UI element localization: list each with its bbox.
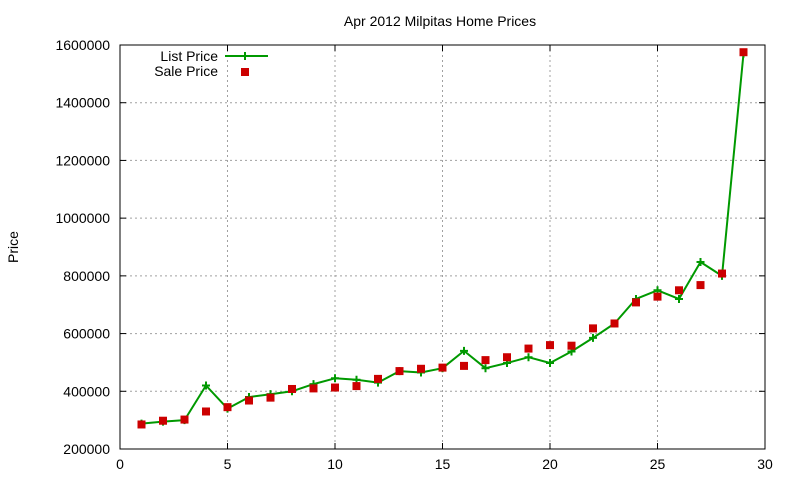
sale-price-point <box>567 341 576 350</box>
y-tick-label: 400000 <box>63 383 110 399</box>
chart-title: Apr 2012 Milpitas Home Prices <box>344 13 536 29</box>
sale-price-point <box>718 269 726 278</box>
sale-price-point <box>288 384 296 393</box>
sale-price-point <box>395 367 404 376</box>
x-tick-label: 10 <box>327 456 343 472</box>
list-price-point <box>589 333 597 342</box>
legend-marker-sale-price <box>241 68 249 76</box>
sale-price-point <box>159 416 167 425</box>
grid <box>120 45 765 449</box>
y-axis-label: Price <box>5 231 21 263</box>
axis-ticks: 0 5 10 15 20 25 30 200000 400000 600000 800000 1000… <box>55 37 773 472</box>
list-price-point <box>524 353 533 362</box>
sale-price-point <box>739 48 748 57</box>
sale-price-point <box>503 353 511 362</box>
sale-price-point <box>180 415 189 424</box>
y-tick-label: 1400000 <box>55 95 110 111</box>
list-price-point <box>696 258 705 267</box>
list-price-point <box>675 294 683 303</box>
sale-price-point <box>610 319 619 328</box>
y-tick-label: 1600000 <box>55 37 110 53</box>
sale-price-point <box>202 407 210 416</box>
sale-price-point <box>137 420 146 429</box>
sale-price-point <box>223 403 232 412</box>
sale-price-point <box>266 393 275 402</box>
list-price-point <box>202 381 210 390</box>
series-layer <box>137 48 748 429</box>
sale-price-point <box>524 344 533 353</box>
sale-price-point <box>675 286 683 295</box>
sale-price-point <box>632 298 640 307</box>
sale-price-point <box>696 281 705 290</box>
sale-price-point <box>331 383 339 392</box>
y-tick-label: 1000000 <box>55 210 110 226</box>
list-price-point <box>481 364 490 373</box>
sale-price-point <box>589 324 597 333</box>
list-price-point <box>546 359 554 368</box>
legend-label-list-price: List Price <box>160 48 218 64</box>
x-tick-label: 30 <box>757 456 773 472</box>
y-tick-label: 800000 <box>63 268 110 284</box>
x-tick-label: 15 <box>435 456 451 472</box>
sale-price-point <box>309 384 318 393</box>
list-price-point <box>331 374 339 383</box>
sale-price-point <box>374 374 382 383</box>
legend-label-sale-price: Sale Price <box>154 63 218 79</box>
sale-price-point <box>460 361 468 370</box>
legend-marker-list-price <box>241 52 249 60</box>
sale-price-point <box>438 363 447 372</box>
legend: List Price Sale Price <box>154 48 268 79</box>
sale-price-point <box>481 356 490 365</box>
sale-price-point <box>352 382 361 391</box>
sale-price-point <box>546 341 554 350</box>
x-tick-label: 0 <box>116 456 124 472</box>
x-tick-label: 20 <box>542 456 558 472</box>
x-tick-label: 5 <box>224 456 232 472</box>
sale-price-point <box>653 292 662 301</box>
y-tick-label: 200000 <box>63 441 110 457</box>
y-tick-label: 1200000 <box>55 152 110 168</box>
sale-price-point <box>245 396 253 405</box>
list-price-point <box>460 346 468 355</box>
sale-price-point <box>417 364 425 373</box>
x-tick-label: 25 <box>650 456 666 472</box>
y-tick-label: 600000 <box>63 326 110 342</box>
